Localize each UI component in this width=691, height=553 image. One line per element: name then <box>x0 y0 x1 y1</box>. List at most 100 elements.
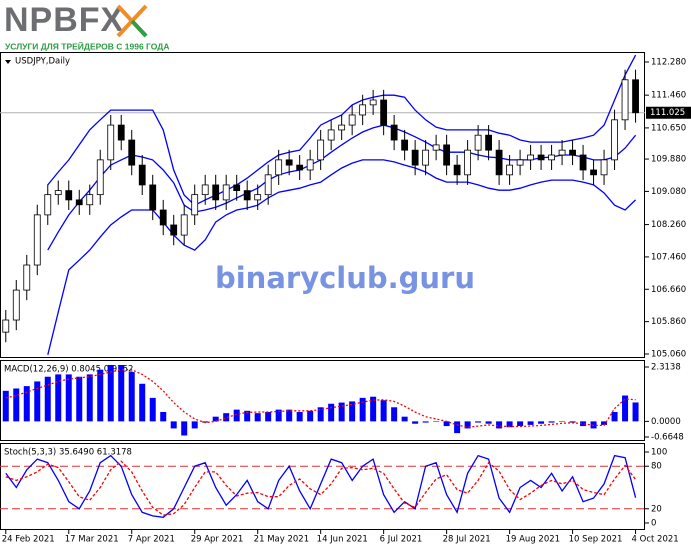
tagline: УСЛУГИ ДЛЯ ТРЕЙДЕРОВ С 1996 ГОДА <box>5 40 169 51</box>
y-tick-label: 80 <box>651 462 662 472</box>
candle-body <box>44 194 52 216</box>
candle-body <box>537 154 545 161</box>
panel-frame <box>0 52 645 358</box>
macd-bar <box>181 421 188 436</box>
macd-bar <box>34 381 41 422</box>
y-tick-label: 0.0000 <box>651 417 681 427</box>
macd-bar <box>506 421 513 428</box>
candle-body <box>191 194 199 216</box>
candle-body <box>632 79 639 114</box>
candle-body <box>243 190 251 201</box>
candle-body <box>453 164 461 176</box>
candle-body <box>411 149 419 166</box>
candle-body <box>117 124 125 141</box>
current-price-label: 111.025 <box>650 108 685 118</box>
x-tick-label: 29 Apr 2021 <box>191 535 244 545</box>
candle-body <box>506 164 513 176</box>
macd-bar <box>559 421 566 422</box>
y-tick-label: -0.6648 <box>651 433 684 443</box>
macd-bar <box>149 397 156 422</box>
y-tick-label: 108.260 <box>651 220 686 230</box>
macd-bar <box>412 421 419 424</box>
macd-bar <box>422 421 429 423</box>
macd-bar <box>349 401 356 422</box>
candle-body <box>390 124 398 141</box>
candle-body <box>443 144 451 166</box>
candle-body <box>107 124 115 161</box>
macd-bar <box>611 411 618 422</box>
candle-body <box>401 139 409 151</box>
macd-bar <box>527 421 534 425</box>
candle-body <box>600 159 608 176</box>
macd-bar <box>23 386 30 422</box>
stoch-main <box>5 454 637 518</box>
stoch-signal <box>5 460 637 516</box>
macd-bar <box>359 397 366 422</box>
macd-bar <box>118 364 125 422</box>
candle-body <box>65 190 73 201</box>
macd-bar <box>454 421 461 434</box>
y-tick-label: 112.280 <box>651 57 686 67</box>
macd-bar <box>485 421 492 424</box>
x-tick-label: 17 Mar 2021 <box>65 535 119 545</box>
candle-body <box>222 184 230 201</box>
y-tick-label: 2.3138 <box>651 363 681 373</box>
macd-bar <box>212 416 219 422</box>
y-tick-label: 100 <box>651 448 667 458</box>
panel-title: MACD(12,26,9) 0.8045 0.9252 <box>4 365 133 375</box>
macd-bar <box>338 402 345 422</box>
symbol-marker <box>5 60 11 64</box>
candle-body <box>201 184 209 196</box>
macd-bar <box>517 421 524 427</box>
candle-body <box>380 99 388 126</box>
macd-bar <box>622 395 629 422</box>
candle-body <box>527 154 534 161</box>
candle-body <box>180 214 188 236</box>
logo: NPBFX <box>4 1 124 39</box>
candle-body <box>432 144 440 151</box>
macd-bar <box>233 409 240 422</box>
macd-bar <box>391 407 398 422</box>
panel-title: USDJPY,Daily <box>15 57 70 67</box>
macd-bar <box>307 410 314 422</box>
macd-bar <box>139 383 146 422</box>
candle-body <box>12 289 20 321</box>
macd-bar <box>464 421 471 429</box>
macd-bar <box>496 421 503 429</box>
candle-body <box>23 264 31 291</box>
y-tick-label: 105.860 <box>651 317 686 327</box>
macd-bar <box>254 413 261 422</box>
candle-body <box>485 134 493 151</box>
bollinger-band <box>47 159 637 355</box>
x-tick-label: 6 Jul 2021 <box>380 535 423 545</box>
macd-bar <box>538 421 545 424</box>
y-tick-label: 106.660 <box>651 285 686 295</box>
candle-body <box>212 184 220 201</box>
candle-body <box>2 319 10 333</box>
candle-body <box>317 139 325 161</box>
x-tick-label: 19 Aug 2021 <box>506 535 560 545</box>
candle-body <box>233 184 241 192</box>
x-tick-label: 10 Sep 2021 <box>569 535 623 545</box>
macd-bar <box>328 403 335 422</box>
x-tick-label: 21 May 2021 <box>254 535 309 545</box>
y-tick-label: 109.080 <box>651 187 686 197</box>
candle-body <box>254 194 262 201</box>
candle-body <box>579 154 587 171</box>
candle-body <box>359 104 367 116</box>
macd-bar <box>275 409 282 422</box>
panel-title: Stoch(5,3,3) 35.6490 61.3178 <box>4 448 132 458</box>
candle-body <box>348 114 356 126</box>
bollinger-band <box>47 124 637 251</box>
x-tick-label: 24 Feb 2021 <box>2 535 55 545</box>
macd-bar <box>97 369 104 422</box>
candle-body <box>275 159 283 176</box>
candle-body <box>569 149 576 156</box>
macd-bar <box>401 416 408 422</box>
candle-body <box>338 124 346 131</box>
candle-body <box>33 214 41 266</box>
macd-bar <box>475 421 482 423</box>
candle-body <box>621 79 629 121</box>
macd-bar <box>296 411 303 422</box>
